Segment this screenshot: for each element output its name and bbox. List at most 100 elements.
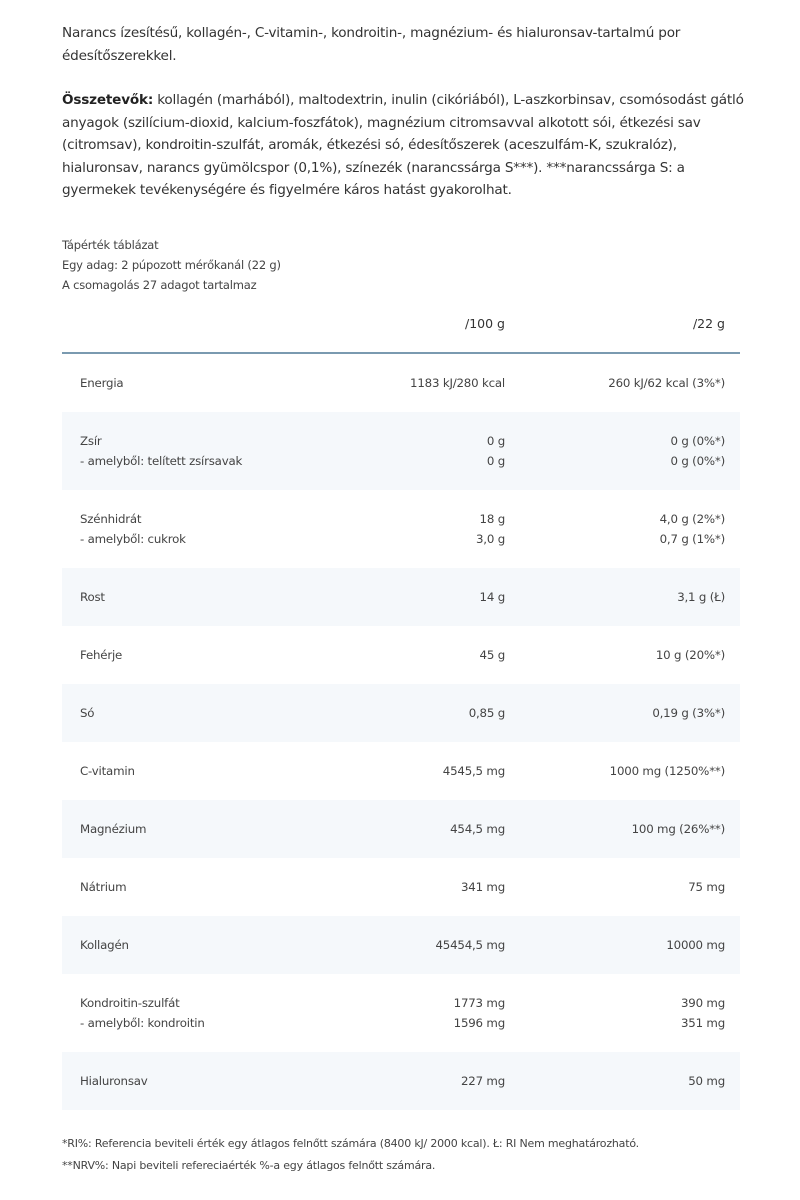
value-per-serving: 10000 mg [666,935,725,955]
cell-line: 4,0 g (2%*) [659,512,726,526]
intro-text: Narancs ízesítésű, kollagén-, C-vitamin-… [62,25,681,64]
value-per-100g: 18 g 3,0 g [476,509,505,549]
value-per-serving: 0,19 g (3%*) [652,703,725,723]
value-per-100g: 341 mg [461,877,505,897]
product-description: Narancs ízesítésű, kollagén-, C-vitamin-… [62,22,752,202]
value-per-serving: 390 mg 351 mg [681,993,725,1033]
table-row: Energia 1183 kJ/280 kcal 260 kJ/62 kcal (3… [62,354,740,412]
cell-line: Só [80,706,95,720]
value-per-100g: 454,5 mg [450,819,505,839]
value-per-100g: 4545,5 mg [443,761,505,781]
value-per-100g: 1183 kJ/280 kcal [410,373,505,393]
value-per-serving: 100 mg (26%**) [631,819,726,839]
nutrient-name: Szénhidrát - amelyből: cukrok [80,509,186,549]
cell-line: Kollagén [80,938,129,952]
table-row: Hialuronsav 227 mg 50 mg [62,1052,740,1110]
value-per-serving: 0 g (0%*) 0 g (0%*) [670,431,725,471]
ingredients-list: kollagén (marhából), maltodextrin, inuli… [62,92,744,198]
cell-line: 1773 mg [453,996,506,1010]
cell-line: - amelyből: cukrok [80,532,186,546]
cell-line: Hialuronsav [80,1074,148,1088]
table-row: Nátrium 341 mg 75 mg [62,858,740,916]
cell-line: 1183 kJ/280 kcal [410,376,505,390]
value-per-100g: 227 mg [461,1071,505,1091]
cell-line: 351 mg [680,1016,725,1030]
cell-line: 454,5 mg [450,822,505,836]
nutrient-name: C-vitamin [80,761,135,781]
cell-line: 0,7 g (1%*) [659,532,726,546]
value-per-serving: 4,0 g (2%*) 0,7 g (1%*) [659,509,726,549]
cell-line: Fehérje [80,648,123,662]
nutrient-name: Rost [80,587,105,607]
table-row: Só 0,85 g 0,19 g (3%*) [62,684,740,742]
ingredients-label: Összetevők: [62,92,154,108]
cell-line: Magnézium [80,822,147,836]
cell-line: 75 mg [688,880,725,894]
nutrient-name: Fehérje [80,645,122,665]
value-per-serving: 75 mg [688,877,725,897]
header-per-serving: /22 g [692,316,725,331]
cell-line: 100 mg (26%**) [631,822,726,836]
value-per-100g: 0,85 g [468,703,506,723]
cell-line: 0 g (0%*) [670,434,725,448]
cell-line: Nátrium [80,880,127,894]
cell-line: 10000 mg [666,938,725,952]
nutrient-name: Kollagén [80,935,129,955]
cell-line: - amelyből: telített zsírsavak [80,454,243,468]
header-per-100g: /100 g [465,316,505,331]
cell-line: 260 kJ/62 kcal (3%*) [608,376,725,390]
cell-line: 0 g (0%*) [670,454,725,468]
cell-line: 4545,5 mg [442,764,505,778]
cell-line: Zsír [80,434,102,448]
nutrition-table: Energia 1183 kJ/280 kcal 260 kJ/62 kcal (3… [62,354,740,1110]
cell-line: 10 g (20%*) [655,648,725,662]
footnote-ri: *RI%: Referencia beviteli érték egy átla… [62,1137,639,1150]
cell-line: 50 mg [688,1074,725,1088]
table-row: Szénhidrát - amelyből: cukrok 18 g 3,0 g 4,0… [62,490,740,568]
nutrient-name: Energia [80,373,124,393]
nutrient-name: Nátrium [80,877,127,897]
value-per-serving: 1000 mg (1250%**) [609,761,726,781]
servings-per-pack: A csomagolás 27 adagot tartalmaz [62,278,257,292]
cell-line: 14 g [479,590,506,604]
table-header: /100 g /22 g [62,312,740,354]
cell-line: Kondroitin-szulfát [80,996,180,1010]
ingredients-text: Összetevők: kollagén (marhából), maltode… [62,89,752,202]
cell-line: 227 mg [460,1074,505,1088]
nutrient-name: Zsír - amelyből: telített zsírsavak [80,431,242,471]
cell-line: 341 mg [460,880,505,894]
value-per-serving: 50 mg [688,1071,725,1091]
nutrition-meta: Tápérték táblázat Egy adag: 2 púpozott m… [62,235,281,295]
table-row: Kondroitin-szulfát - amelyből: kondroitin… [62,974,740,1052]
cell-line: 0 g [486,434,505,448]
table-row: Magnézium 454,5 mg 100 mg (26%**) [62,800,740,858]
table-row: Rost 14 g 3,1 g (Ł) [62,568,740,626]
cell-line: C-vitamin [80,764,135,778]
value-per-100g: 45 g [479,645,506,665]
cell-line: 0,19 g (3%*) [652,706,725,720]
cell-line: 1000 mg (1250%**) [609,764,726,778]
value-per-100g: 1773 mg 1596 mg [453,993,506,1033]
cell-line: 0 g [486,454,505,468]
table-row: C-vitamin 4545,5 mg 1000 mg (1250%**) [62,742,740,800]
cell-line: Szénhidrát [80,512,142,526]
value-per-serving: 10 g (20%*) [656,645,725,665]
value-per-serving: 260 kJ/62 kcal (3%*) [608,373,725,393]
value-per-100g: 45454,5 mg [435,935,505,955]
footnote-nrv: **NRV%: Napi beviteli refereciaérték %-a… [62,1159,436,1172]
cell-line: - amelyből: kondroitin [80,1016,205,1030]
cell-line: 3,1 g (Ł) [677,590,725,604]
cell-line: Energia [80,376,124,390]
cell-line: 45454,5 mg [435,938,505,952]
cell-line: 3,0 g [476,532,505,546]
cell-line: 1596 mg [453,1016,506,1030]
cell-line: 18 g [479,512,506,526]
cell-line: 390 mg [680,996,725,1010]
nutrient-name: Hialuronsav [80,1071,148,1091]
nutrient-name: Só [80,703,95,723]
cell-line: 45 g [479,648,506,662]
nutrition-title: Tápérték táblázat [62,238,159,252]
cell-line: 0,85 g [468,706,506,720]
